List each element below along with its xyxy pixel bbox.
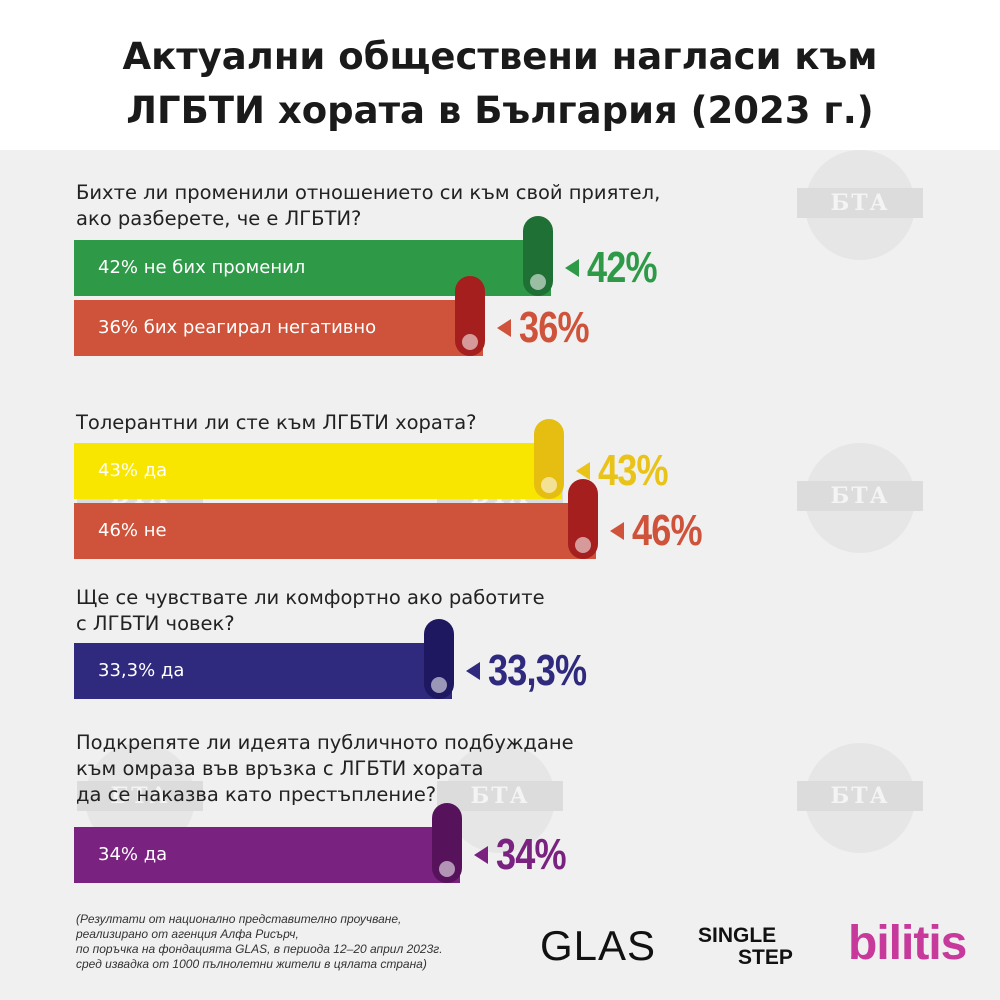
single-step-logo: SINGLE STEP bbox=[698, 925, 793, 969]
value-label: 33,3% bbox=[488, 646, 587, 695]
bar-roll bbox=[523, 216, 553, 296]
pointer-arrow-icon bbox=[466, 662, 480, 680]
bar-roll-highlight bbox=[575, 537, 591, 553]
bar: 34% да bbox=[74, 827, 460, 883]
footnote-line: (Резултати от национално представително … bbox=[76, 912, 402, 926]
page-title: Актуални обществени нагласи към ЛГБТИ хо… bbox=[0, 30, 1000, 138]
question-text: Бихте ли променили отношението си към св… bbox=[76, 180, 660, 232]
bar-roll-highlight bbox=[439, 861, 455, 877]
value-label: 43% bbox=[598, 446, 669, 495]
value-label: 42% bbox=[587, 243, 658, 292]
question-line: към омраза във връзка с ЛГБТИ хората bbox=[76, 757, 484, 780]
bar-roll-highlight bbox=[462, 334, 478, 350]
title-line: ЛГБТИ хората в България (2023 г.) bbox=[126, 89, 874, 132]
bar: 33,3% да bbox=[74, 643, 452, 699]
question-text: Толерантни ли сте към ЛГБТИ хората? bbox=[76, 410, 477, 436]
watermark-text: БТА bbox=[77, 781, 203, 811]
question-line: Толерантни ли сте към ЛГБТИ хората? bbox=[76, 411, 477, 434]
question-line: с ЛГБТИ човек? bbox=[76, 612, 235, 635]
footnote-line: сред извадка от 1000 пълнолетни жители в… bbox=[76, 957, 427, 971]
question-line: Подкрепяте ли идеята публичното подбужда… bbox=[76, 731, 574, 754]
glas-logo: GLAS bbox=[540, 922, 657, 969]
value-label: 46% bbox=[632, 506, 703, 555]
watermark-logo: БТА bbox=[797, 743, 923, 853]
bar-roll bbox=[424, 619, 454, 699]
bar-label: 42% не бих променил bbox=[98, 257, 306, 278]
question-line: Бихте ли променили отношението си към св… bbox=[76, 181, 661, 204]
single-step-logo-line: STEP bbox=[738, 946, 793, 969]
bar-label: 34% да bbox=[98, 844, 168, 865]
watermark-text: БТА bbox=[797, 781, 923, 811]
bar-label: 43% да bbox=[98, 460, 168, 481]
bar: 46% не bbox=[74, 503, 596, 559]
watermark-text: БТА bbox=[437, 781, 563, 811]
bar-label: 33,3% да bbox=[98, 660, 185, 681]
pointer-arrow-icon bbox=[474, 846, 488, 864]
header: Актуални обществени нагласи към ЛГБТИ хо… bbox=[0, 0, 1000, 150]
bar-roll bbox=[534, 419, 564, 499]
value-label: 34% bbox=[496, 830, 567, 879]
bar-roll bbox=[455, 276, 485, 356]
bar-label: 46% не bbox=[98, 520, 167, 541]
question-line: да се наказва като престъпление? bbox=[76, 783, 437, 806]
watermark-logo: БТА bbox=[797, 150, 923, 260]
bar: 36% бих реагирал негативно bbox=[74, 300, 483, 356]
pointer-arrow-icon bbox=[497, 319, 511, 337]
question-line: ако разберете, че е ЛГБТИ? bbox=[76, 207, 362, 230]
question-text: Ще се чувствате ли комфортно ако работит… bbox=[76, 585, 545, 637]
watermark-logo: БТА bbox=[437, 743, 563, 853]
pointer-arrow-icon bbox=[610, 522, 624, 540]
bar-roll-highlight bbox=[530, 274, 546, 290]
value-label: 36% bbox=[519, 303, 590, 352]
bar-roll-highlight bbox=[541, 477, 557, 493]
title-line: Актуални обществени нагласи към bbox=[122, 35, 878, 78]
bilitis-logo: bilitis bbox=[848, 917, 967, 970]
watermark-text: БТА bbox=[797, 481, 923, 511]
question-text: Подкрепяте ли идеята публичното подбужда… bbox=[76, 730, 574, 808]
bar-label: 36% бих реагирал негативно bbox=[98, 317, 377, 338]
footnote-line: реализирано от агенция Алфа Рисърч, bbox=[76, 927, 299, 941]
question-line: Ще се чувствате ли комфортно ако работит… bbox=[76, 586, 545, 609]
pointer-arrow-icon bbox=[565, 259, 579, 277]
bar-roll-highlight bbox=[431, 677, 447, 693]
watermark-text: БТА bbox=[797, 188, 923, 218]
bar: 43% да bbox=[74, 443, 562, 499]
pointer-arrow-icon bbox=[576, 462, 590, 480]
watermark-logo: БТА bbox=[797, 443, 923, 553]
bar-roll bbox=[432, 803, 462, 883]
footnote: (Резултати от национално представително … bbox=[76, 912, 443, 972]
footnote-line: по поръчка на фондацията GLAS, в периода… bbox=[76, 942, 443, 956]
single-step-logo-line: SINGLE bbox=[698, 924, 777, 947]
bar-roll bbox=[568, 479, 598, 559]
